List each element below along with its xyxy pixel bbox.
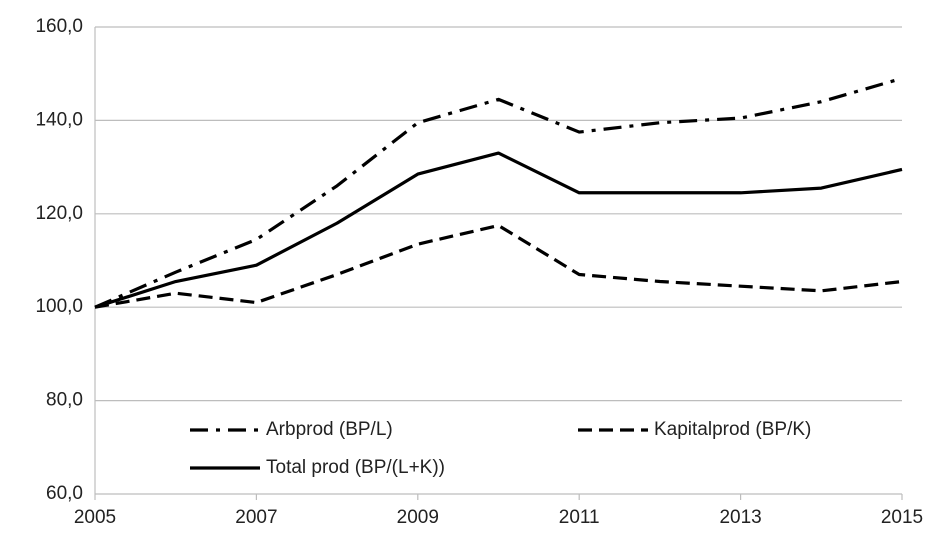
y-tick-label: 80,0	[46, 390, 83, 411]
x-tick-label: 2005	[74, 507, 116, 528]
series-line	[94, 151, 903, 309]
legend-label: Kapitalprod (BP/K)	[654, 419, 811, 440]
legend-label: Total prod (BP/(L+K))	[266, 457, 445, 478]
legend-label: Arbprod (BP/L)	[266, 419, 393, 440]
x-tick-label: 2007	[235, 507, 277, 528]
y-tick-label: 60,0	[46, 483, 83, 504]
y-tick-label: 160,0	[35, 16, 83, 37]
x-tick-label: 2011	[559, 507, 600, 528]
x-tick-label: 2015	[881, 507, 923, 528]
y-tick-label: 140,0	[35, 109, 83, 130]
series-line	[94, 223, 903, 309]
x-tick-label: 2013	[719, 507, 761, 528]
series-line	[94, 76, 903, 309]
y-tick-label: 100,0	[35, 296, 83, 317]
y-tick-label: 120,0	[35, 203, 83, 224]
x-tick-label: 2009	[397, 507, 439, 528]
